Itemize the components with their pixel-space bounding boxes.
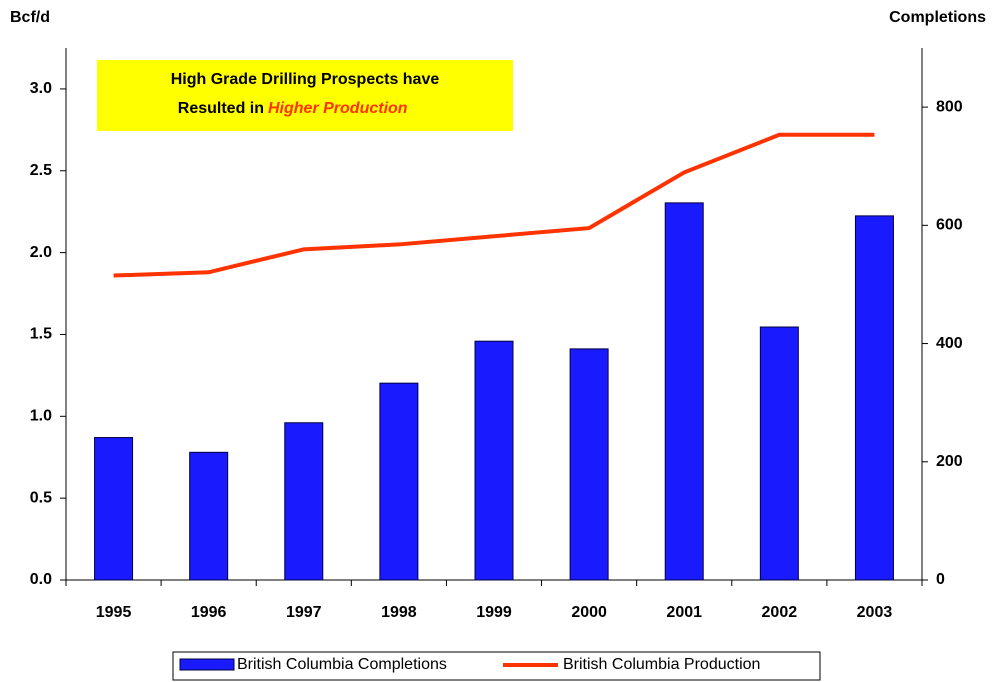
x-tick-label: 1996 <box>191 604 227 621</box>
y-tick-label: 1.5 <box>30 326 52 343</box>
y-tick-label: 2.0 <box>30 244 52 261</box>
bar <box>284 422 324 581</box>
x-tick-label: 2002 <box>762 604 798 621</box>
bar <box>474 340 514 581</box>
y-tick-label: 0.0 <box>30 571 52 588</box>
bar <box>664 202 704 581</box>
annotation-line: High Grade Drilling Prospects have <box>171 71 440 88</box>
bar <box>759 326 799 581</box>
x-tick-label: 1998 <box>381 604 417 621</box>
bar <box>94 437 134 581</box>
legend-label: British Columbia Completions <box>237 656 447 673</box>
legend-box <box>172 651 821 681</box>
y2-tick-label: 400 <box>936 335 963 352</box>
y-tick-label: 2.5 <box>30 162 52 179</box>
annotation-highlight: Higher Production <box>268 100 408 117</box>
y-tick-label: 3.0 <box>30 80 52 97</box>
line <box>113 132 875 278</box>
x-tick-label: 1999 <box>476 604 512 621</box>
bar <box>379 382 419 581</box>
bar <box>189 451 229 581</box>
y-tick-label: 1.0 <box>30 408 52 425</box>
x-tick-label: 2000 <box>571 604 607 621</box>
y2-axis-label: Completions <box>889 9 986 26</box>
bar <box>854 215 894 581</box>
y-tick-label: 0.5 <box>30 489 52 506</box>
x-tick-label: 2003 <box>857 604 893 621</box>
annotation-box <box>97 60 513 131</box>
y-axis-label: Bcf/d <box>10 9 50 26</box>
annotation-line: Resulted in <box>178 100 264 117</box>
x-tick-label: 1995 <box>96 604 132 621</box>
legend-swatch <box>179 658 235 671</box>
x-tick-label: 1997 <box>286 604 322 621</box>
legend-label: British Columbia Production <box>563 656 760 673</box>
y2-tick-label: 0 <box>936 571 945 588</box>
y2-tick-label: 600 <box>936 217 963 234</box>
y2-tick-label: 800 <box>936 98 963 115</box>
y2-tick-label: 200 <box>936 453 963 470</box>
x-tick-label: 2001 <box>666 604 702 621</box>
bar <box>569 348 609 581</box>
